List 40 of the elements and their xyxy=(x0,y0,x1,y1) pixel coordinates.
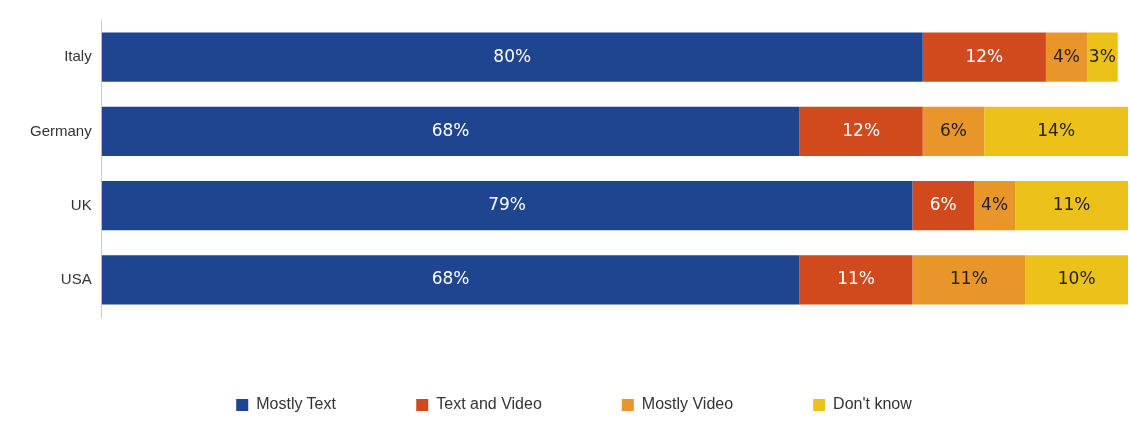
bar xyxy=(974,180,1016,231)
y-tick-label: Germany xyxy=(30,121,93,139)
y-tick-label: USA xyxy=(60,270,92,288)
bar xyxy=(101,255,800,305)
data-label: 10% xyxy=(1057,268,1096,289)
data-label: 14% xyxy=(1037,119,1076,140)
data-label: 6% xyxy=(929,194,957,215)
data-label: 11% xyxy=(1052,194,1091,215)
data-label: 11% xyxy=(837,268,875,289)
bar xyxy=(912,255,1026,305)
data-label: 4% xyxy=(1052,45,1080,66)
data-label: 12% xyxy=(965,45,1004,66)
bar xyxy=(912,180,975,231)
data-label: 3% xyxy=(1088,45,1116,66)
bar xyxy=(101,32,923,82)
bar xyxy=(799,106,923,157)
data-label: 68% xyxy=(431,268,470,289)
data-label: 79% xyxy=(488,194,526,215)
bar xyxy=(922,32,1046,82)
bar xyxy=(101,106,800,157)
legend-label: Don't know xyxy=(833,395,913,413)
data-label: 80% xyxy=(493,45,532,66)
data-label: 11% xyxy=(950,268,988,289)
bar xyxy=(984,106,1128,157)
bar xyxy=(101,180,913,231)
legend-label: Mostly Text xyxy=(256,395,337,413)
y-tick-label: UK xyxy=(70,195,92,213)
data-label: 12% xyxy=(842,119,881,140)
legend-label: Text and Video xyxy=(436,395,542,413)
data-label: 6% xyxy=(940,119,968,140)
bar xyxy=(1045,32,1087,82)
bar xyxy=(799,255,913,305)
bar xyxy=(1015,180,1128,231)
bar xyxy=(1025,255,1128,305)
data-label: 68% xyxy=(431,119,470,140)
data-label: 4% xyxy=(981,194,1009,215)
bar xyxy=(1086,32,1118,82)
legend-label: Mostly Video xyxy=(641,395,734,413)
y-tick-label: Italy xyxy=(64,47,93,65)
bar xyxy=(922,106,985,157)
